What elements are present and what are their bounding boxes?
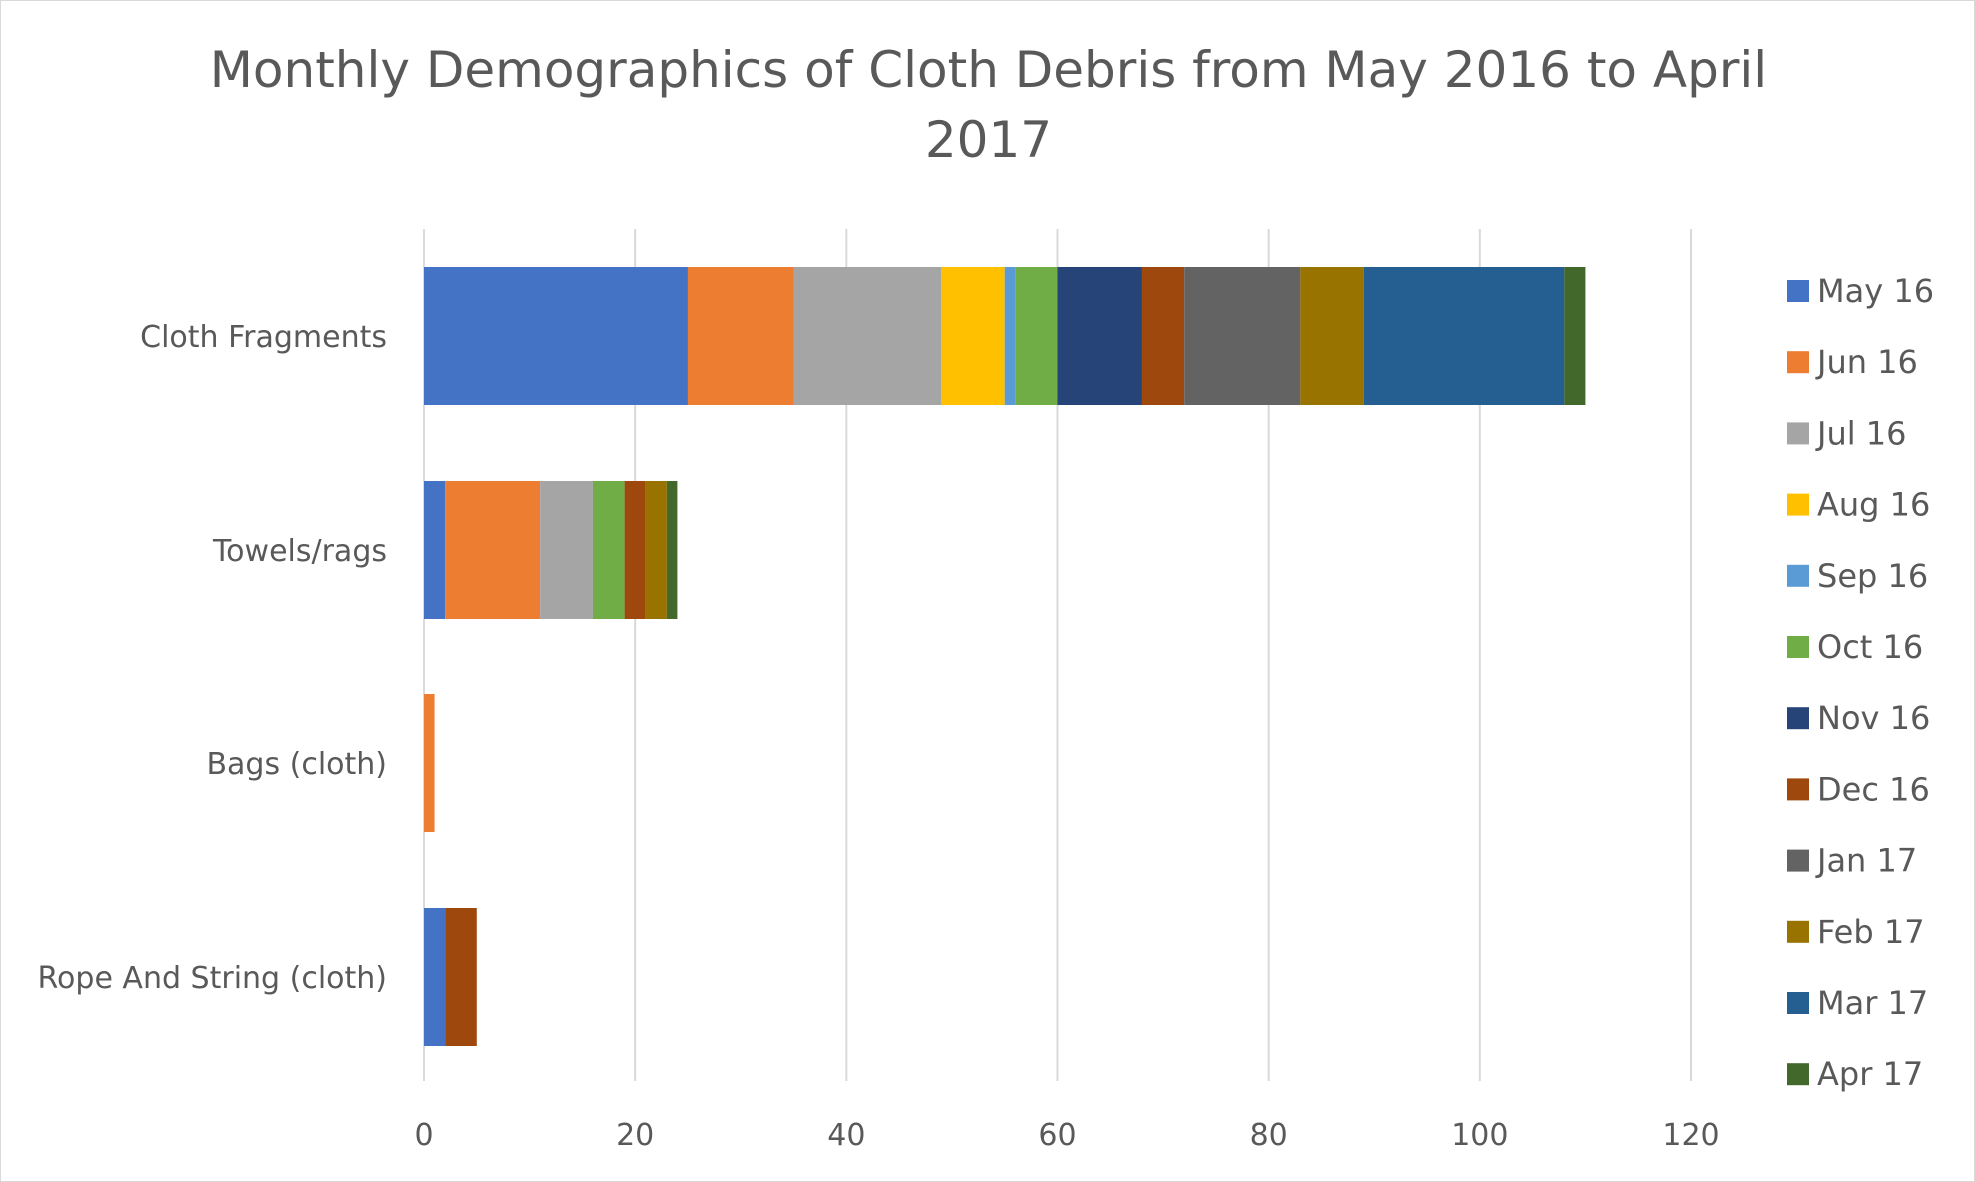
bar-segment: [687, 267, 794, 405]
bar-segment: [424, 481, 446, 619]
legend-swatch: [1787, 280, 1809, 302]
legend-swatch: [1787, 778, 1809, 801]
legend-label: Oct 16: [1817, 628, 1923, 666]
x-tick-label: 0: [414, 1118, 433, 1153]
legend-label: Jan 17: [1815, 842, 1917, 880]
legend-label: Sep 16: [1817, 557, 1928, 595]
bar-segment: [1057, 267, 1142, 405]
legend-label: Nov 16: [1817, 699, 1930, 737]
bar-segment: [1363, 267, 1565, 405]
x-tick-labels: 0 20 40 60 80 100 120: [414, 1118, 1719, 1153]
legend-swatch: [1787, 992, 1809, 1014]
legend-label: Jul 16: [1815, 414, 1907, 452]
bar-segment: [941, 267, 1005, 405]
legend-swatch: [1787, 1063, 1809, 1086]
bar-segment: [624, 481, 646, 619]
legend-item: Oct 16: [1787, 628, 1923, 666]
legend-item: Sep 16: [1787, 557, 1928, 595]
legend-swatch: [1787, 351, 1809, 374]
bar-segment: [1015, 267, 1058, 405]
legend-item: Apr 17: [1787, 1055, 1923, 1093]
bar-segment: [424, 908, 446, 1046]
legend-item: Jan 17: [1787, 842, 1917, 880]
legend-item: Nov 16: [1787, 699, 1930, 737]
legend-label: Dec 16: [1817, 770, 1930, 808]
legend-label: Feb 17: [1817, 913, 1925, 951]
x-tick-label: 100: [1451, 1118, 1508, 1153]
legend-item: May 16: [1787, 272, 1934, 310]
bar-segment: [592, 481, 625, 619]
x-tick-label: 80: [1250, 1118, 1288, 1153]
bar-segment: [793, 267, 942, 405]
bar-segment: [424, 694, 435, 832]
legend-label: Mar 17: [1817, 984, 1928, 1022]
legend-label: May 16: [1817, 272, 1934, 310]
bar-segment: [1141, 267, 1185, 405]
legend-swatch: [1787, 707, 1809, 730]
legend-swatch: [1787, 636, 1809, 658]
legend-swatch: [1787, 849, 1809, 872]
bar-segment: [424, 267, 688, 405]
x-tick-label: 20: [616, 1118, 654, 1153]
legend-item: Aug 16: [1787, 486, 1930, 524]
legend-item: Jun 16: [1787, 343, 1918, 381]
bar-segment: [445, 481, 541, 619]
bar-segment: [445, 908, 477, 1046]
legend-label: Aug 16: [1817, 486, 1930, 524]
legend: May 16 Jun 16 Jul 16 Aug 16 Sep 16 Oct 16 Nov …: [1787, 272, 1934, 1093]
chart-title: Monthly Demographics of Cloth Debris fro…: [209, 41, 1768, 169]
bar-segment: [645, 481, 667, 619]
legend-swatch: [1787, 422, 1809, 445]
legend-item: Dec 16: [1787, 770, 1930, 808]
category-label: Towels/rags: [212, 534, 387, 569]
legend-label: Apr 17: [1817, 1055, 1923, 1093]
x-tick-label: 60: [1038, 1118, 1076, 1153]
bar-segment: [1300, 267, 1364, 405]
legend-label: Jun 16: [1815, 343, 1918, 381]
x-tick-label: 40: [827, 1118, 865, 1153]
legend-item: Feb 17: [1787, 913, 1925, 951]
bar-segment: [1564, 267, 1586, 405]
bar-segment: [1184, 267, 1301, 405]
bar-segment: [666, 481, 678, 619]
legend-swatch: [1787, 920, 1809, 943]
category-label: Cloth Fragments: [140, 320, 387, 355]
bars: [424, 267, 1586, 1046]
legend-swatch: [1787, 493, 1809, 516]
x-tick-label: 120: [1662, 1118, 1719, 1153]
legend-item: Mar 17: [1787, 984, 1928, 1022]
category-label: Bags (cloth): [206, 747, 387, 782]
legend-swatch: [1787, 564, 1809, 587]
legend-item: Jul 16: [1787, 414, 1907, 452]
bar-segment: [540, 481, 593, 619]
category-labels: Cloth Fragments Towels/rags Bags (cloth) Ro…: [38, 320, 387, 996]
bar-segment: [1004, 267, 1016, 405]
category-label: Rope And String (cloth): [38, 961, 387, 996]
